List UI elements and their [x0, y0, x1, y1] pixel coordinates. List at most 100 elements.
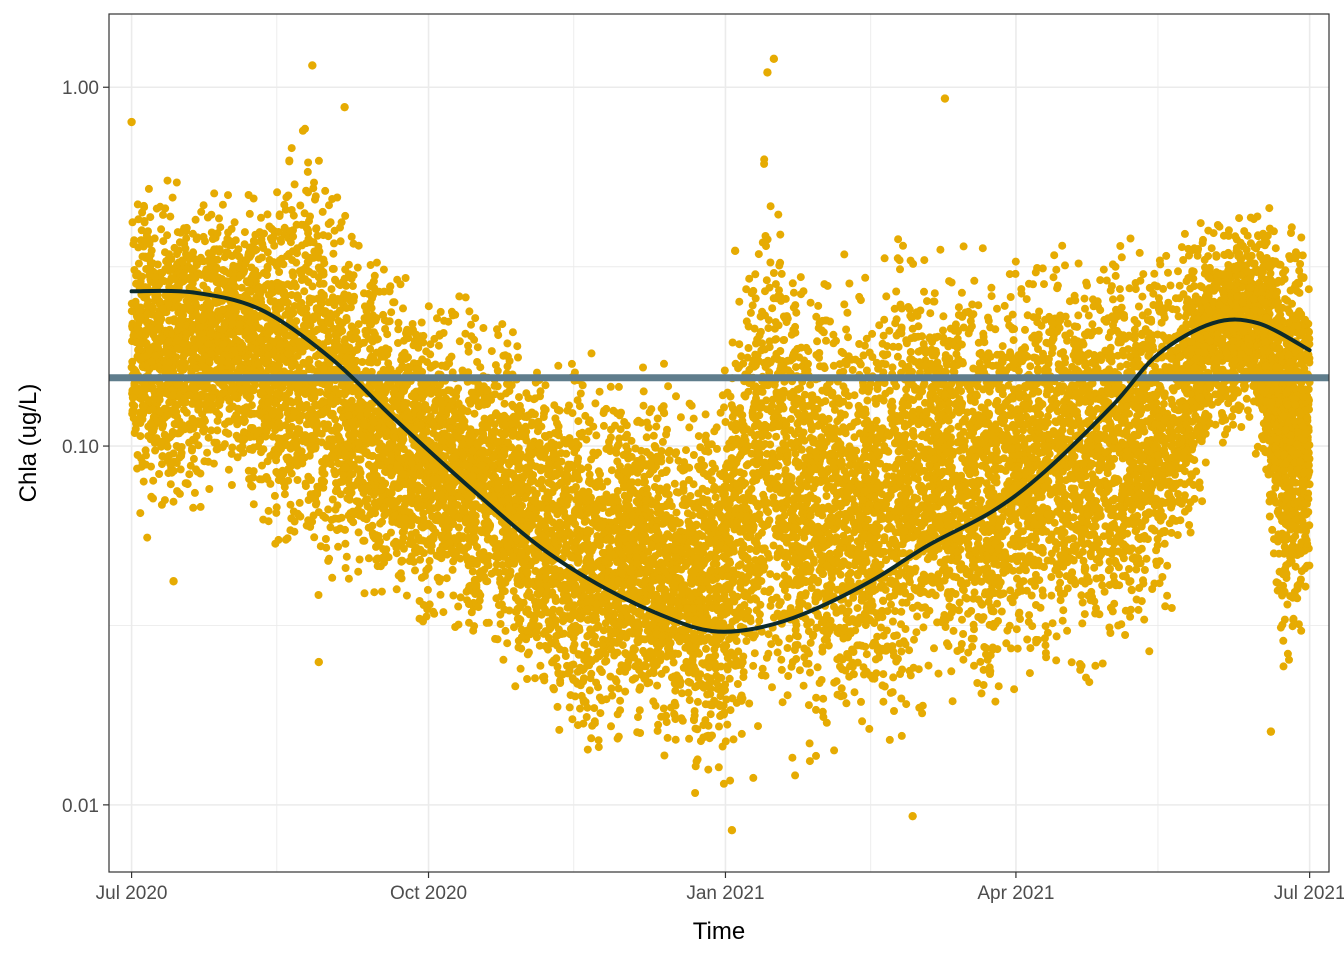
scatter-point — [281, 331, 290, 340]
scatter-point — [224, 429, 233, 438]
scatter-point — [411, 528, 420, 537]
scatter-point — [514, 456, 523, 465]
scatter-point — [446, 386, 455, 395]
scatter-point — [138, 338, 147, 347]
scatter-point — [294, 337, 303, 346]
scatter-point — [447, 437, 456, 446]
scatter-point — [175, 279, 184, 288]
scatter-point — [330, 466, 339, 475]
scatter-point — [175, 238, 184, 247]
scatter-point — [143, 533, 152, 542]
scatter-point — [406, 492, 415, 501]
scatter-point — [237, 344, 245, 352]
scatter-point — [498, 587, 507, 596]
scatter-point — [248, 482, 257, 491]
scatter-point — [235, 327, 244, 336]
scatter-point — [197, 207, 206, 216]
scatter-point — [374, 532, 383, 540]
scatter-point — [454, 602, 463, 611]
scatter-point — [224, 465, 233, 474]
scatter-point — [314, 273, 323, 282]
scatter-point — [162, 389, 171, 398]
scatter-point — [384, 359, 393, 368]
scatter-point — [469, 503, 477, 512]
scatter-point — [491, 472, 500, 481]
scatter-point — [376, 519, 385, 528]
scatter-point — [147, 492, 156, 501]
scatter-point — [309, 433, 318, 441]
scatter-point — [470, 622, 479, 631]
scatter-point — [361, 497, 370, 506]
scatter-point — [290, 180, 299, 189]
scatter-point — [198, 314, 207, 323]
scatter-point — [252, 245, 261, 254]
scatter-point — [308, 416, 317, 425]
scatter-point — [370, 498, 379, 507]
scatter-point — [189, 454, 198, 463]
scatter-point — [128, 218, 137, 227]
scatter-point — [280, 490, 289, 499]
scatter-point — [240, 240, 249, 249]
scatter-point — [336, 237, 345, 246]
scatter-point — [487, 347, 496, 356]
scatter-point — [365, 334, 373, 343]
scatter-point — [462, 516, 470, 525]
scatter-point — [511, 594, 520, 602]
scatter-point — [175, 489, 184, 498]
scatter-point — [367, 320, 375, 329]
scatter-point — [283, 455, 292, 464]
scatter-point — [165, 398, 174, 407]
scatter-points — [127, 54, 1314, 835]
scatter-point — [152, 434, 161, 443]
scatter-point — [129, 331, 138, 340]
scatter-point — [394, 325, 403, 334]
scatter-point — [203, 448, 212, 457]
scatter-point — [266, 282, 275, 291]
scatter-point — [454, 513, 463, 522]
scatter-point — [326, 393, 334, 402]
scatter-point — [341, 539, 350, 548]
scatter-point — [299, 220, 308, 229]
scatter-point — [178, 258, 187, 267]
scatter-point — [333, 193, 342, 202]
scatter-point — [503, 639, 512, 648]
scatter-point — [267, 297, 276, 306]
scatter-point — [327, 365, 336, 374]
scatter-point — [444, 317, 453, 326]
scatter-point — [359, 484, 368, 493]
scatter-point — [437, 554, 446, 563]
scatter-point — [134, 259, 143, 268]
scatter-point — [138, 415, 147, 424]
scatter-point — [154, 324, 163, 333]
scatter-point — [436, 575, 445, 584]
scatter-point — [341, 564, 350, 572]
scatter-point — [465, 307, 474, 316]
scatter-point — [535, 641, 544, 650]
scatter-point — [401, 514, 409, 523]
scatter-point — [181, 244, 190, 253]
scatter-point — [187, 356, 196, 365]
scatter-point — [511, 682, 520, 691]
scatter-point — [368, 452, 377, 461]
scatter-point — [394, 571, 403, 580]
scatter-point — [452, 535, 461, 544]
scatter-point — [172, 419, 181, 428]
scatter-point — [407, 540, 416, 549]
scatter-point — [362, 515, 371, 524]
scatter-point — [500, 567, 509, 576]
scatter-point — [434, 341, 443, 350]
scatter-point — [418, 536, 427, 545]
scatter-point — [408, 480, 417, 489]
scatter-point — [266, 479, 275, 488]
scatter-point — [427, 546, 436, 555]
scatter-point — [411, 399, 419, 408]
scatter-point — [258, 240, 267, 249]
scatter-point — [416, 411, 425, 420]
scatter-point — [444, 516, 453, 525]
scatter-point — [454, 523, 463, 532]
scatter-point — [470, 409, 479, 418]
scatter-point — [225, 404, 234, 413]
scatter-point — [319, 279, 328, 288]
scatter-point — [444, 405, 453, 414]
scatter-point — [468, 471, 477, 480]
